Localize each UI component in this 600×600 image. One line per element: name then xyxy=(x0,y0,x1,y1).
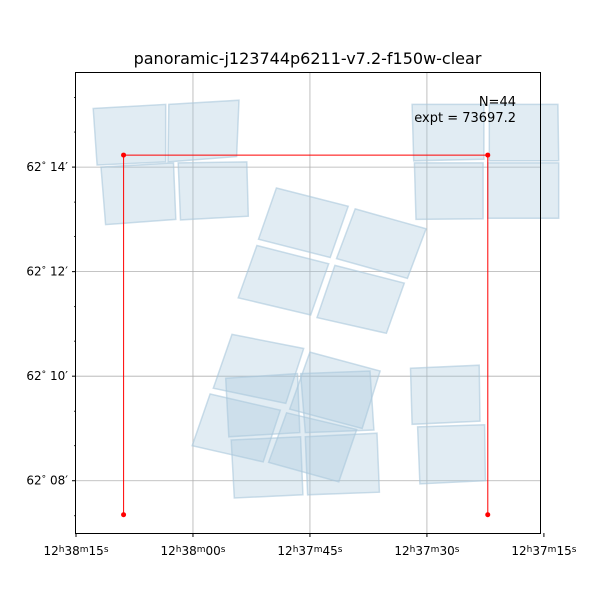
footprint-8 xyxy=(257,187,350,259)
outline-vertex-2 xyxy=(485,152,491,158)
footprint-16 xyxy=(224,372,301,438)
annotation-exptime: expt = 73697.2 xyxy=(414,111,516,126)
footprint-7 xyxy=(487,162,560,220)
footprint-15 xyxy=(267,411,358,483)
outline-vertex-0 xyxy=(121,512,127,518)
x-tick-label-3: 12h37m30s xyxy=(394,544,459,558)
tick-layer: 12h38m15s 12h38m00s 12h37m45s 12h37m30s 12h3… xyxy=(26,97,577,558)
footprint-12 xyxy=(212,333,305,405)
y-tick-label-2: 62° 12′ xyxy=(26,265,68,279)
y-tick-label-1: 62° 10′ xyxy=(26,369,68,383)
outline-vertex-3 xyxy=(485,512,491,518)
y-tick-label-0: 62° 08′ xyxy=(26,474,68,488)
outline-layer xyxy=(121,152,491,518)
footprint-6 xyxy=(413,162,484,221)
footprint-14 xyxy=(191,393,282,463)
footprint-19 xyxy=(304,432,381,496)
x-tick-label-0: 12h38m15s xyxy=(43,544,108,558)
footprint-5 xyxy=(488,103,560,162)
x-tick-label-2: 12h37m45s xyxy=(277,544,342,558)
annotation-count: N=44 xyxy=(479,95,516,110)
outline-path xyxy=(123,154,489,515)
chart-title: panoramic-j123744p6211-v7.2-f150w-clear xyxy=(134,49,482,68)
footprint-3 xyxy=(177,161,250,221)
x-tick-label-4: 12h37m15s xyxy=(511,544,576,558)
grid xyxy=(76,73,540,533)
y-tick-label-3: 62° 14′ xyxy=(26,160,68,174)
footprint-4 xyxy=(411,103,485,162)
x-tick-label-1: 12h38m00s xyxy=(160,544,225,558)
outline-vertex-1 xyxy=(121,152,127,158)
footprint-layer xyxy=(92,99,560,499)
footprint-0 xyxy=(92,103,167,166)
footprint-20 xyxy=(409,364,481,426)
footprint-17 xyxy=(299,370,375,434)
footprint-10 xyxy=(237,244,330,316)
footprint-2 xyxy=(100,162,177,226)
footprint-21 xyxy=(416,424,487,485)
plot-area-frame xyxy=(75,72,541,534)
footprint-1 xyxy=(167,99,240,163)
footprint-11 xyxy=(316,264,406,335)
footprint-18 xyxy=(230,436,304,499)
footprint-9 xyxy=(335,207,428,280)
